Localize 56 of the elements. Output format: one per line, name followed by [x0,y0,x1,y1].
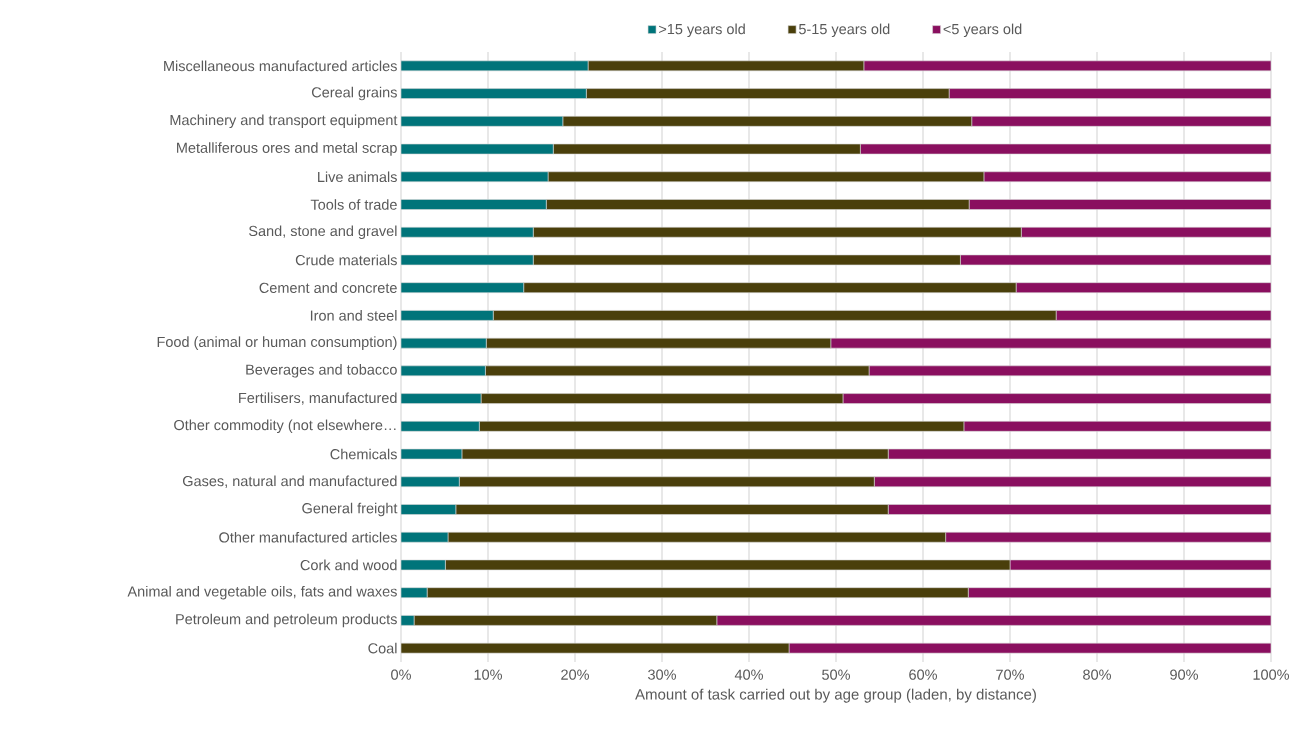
y-tick-label: Food (animal or human consumption) [157,336,397,350]
bar [523,282,1017,293]
legend-label: >15 years old [659,23,745,38]
bar [716,615,1271,626]
bar [455,504,889,515]
bar [873,476,1271,488]
bar [586,88,950,99]
y-tick-label: Miscellaneous manufactured articles [164,60,397,72]
bar [426,587,969,598]
y-tick-label: Beverages and tobacco [246,364,397,378]
y-tick-label: Cork and wood [300,559,397,571]
y-tick-label: Iron and steel [310,310,397,321]
x-tick-label: 50% [822,669,851,680]
x-tick-label: 60% [909,669,937,680]
x-tick-label: 90% [1170,669,1198,680]
bar [479,421,965,432]
y-tick-label: Live animals [318,171,397,183]
bar [532,226,1022,238]
y-tick-label: Petroleum and petroleum products [176,613,397,628]
y-tick-label: Gases, natural and manufactured [183,475,397,488]
y-tick-label: Metalliferous ores and metal scrap [177,142,397,156]
x-tick-label: 30% [648,669,677,680]
x-tick-label: 20% [561,669,590,680]
bar [480,393,844,404]
y-tick-label: General freight [302,502,398,517]
bar [447,531,946,543]
bar [971,116,1271,127]
x-tick-label: 100% [1253,669,1290,680]
bar [887,504,1271,515]
bar [562,116,973,127]
y-tick-label: Other manufactured articles [219,531,397,543]
x-axis-title: Amount of task carried out by age group (laden, by distance) [635,688,1036,703]
bar [842,393,1271,404]
y-tick-label: Machinery and transport equipment [170,114,398,129]
x-tick-label: 80% [1083,669,1111,680]
y-tick-label: Coal [368,642,397,654]
bar [459,476,875,488]
bar [945,531,1271,543]
bar [546,199,970,210]
y-tick-label: Animal and vegetable oils, fats and waxes [127,585,397,600]
y-tick-label: Cereal grains [311,86,397,101]
bar [492,310,1057,321]
y-tick-label: Fertilisers, manufactured [239,392,397,405]
y-tick-label: Chemicals [330,448,397,460]
y-tick-label: Cement and concrete [259,282,397,293]
legend-label: 5-15 years old [798,23,890,38]
y-tick-label: Sand, stone and gravel [249,225,397,239]
x-tick-label: 10% [474,669,503,680]
legend-label: <5 years old [943,23,1022,38]
y-tick-label: Tools of trade [310,199,397,210]
y-tick-label: Crude materials [295,254,397,266]
x-tick-label: 70% [996,669,1024,680]
x-tick-label: 40% [734,669,764,680]
bar [547,171,985,183]
y-tick-label: Other commodity (not elsewhere… [174,419,396,434]
x-tick-label: 0% [391,669,411,680]
